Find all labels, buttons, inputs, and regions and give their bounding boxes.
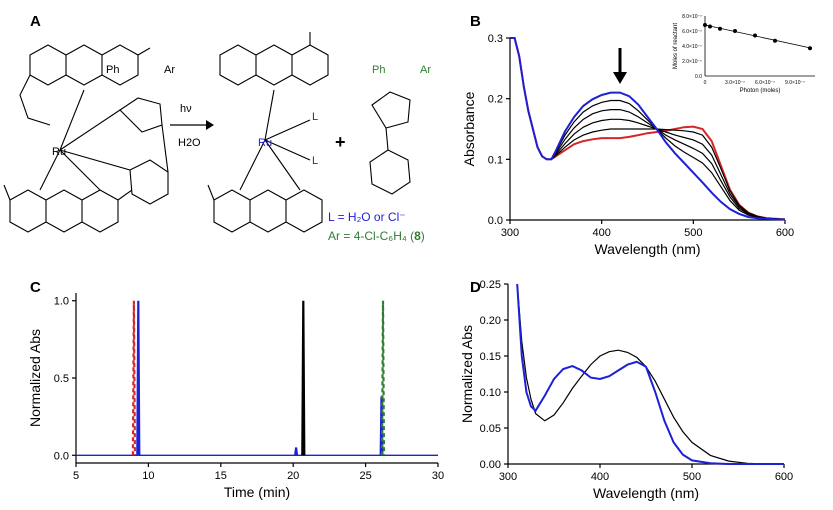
reaction-scheme: Ru Ph Ar hν H2O Ru L L + (3, 32, 431, 243)
series-line-0 (516, 283, 784, 465)
peak-2 (294, 447, 299, 456)
ph-left-label: Ph (106, 64, 119, 76)
ru-left-label: Ru (52, 146, 66, 158)
y-tick-label: 0.0 (54, 450, 69, 462)
inset-y-tick-label: 8.0×10⁻⁷ (682, 14, 702, 20)
plus-sign: + (335, 132, 346, 152)
chart-c: 5 10 15 20 25 30 0.0 0.5 1.0 Time (min) Normalized… (27, 293, 444, 500)
x-tick-label: 30 (432, 470, 444, 482)
inset-y-tick-label: 4.0×10⁻⁷ (682, 44, 702, 50)
x-tick-label: 400 (591, 471, 609, 483)
panel-label-d: D (470, 279, 481, 296)
legend-ar-close: ) (421, 229, 425, 243)
y-axis-label: Normalized Abs (459, 325, 475, 423)
x-tick-label: 600 (776, 227, 794, 239)
legend-ar-line: Ar = 4-Cl-C₆H₄ (8) (328, 229, 425, 243)
solvent-label: H2O (178, 137, 201, 149)
y-tick-label: 1.0 (54, 296, 69, 308)
inset-y-tick-label: 6.0×10⁻⁷ (682, 29, 702, 35)
inset-point (733, 29, 737, 33)
x-tick-label: 25 (359, 470, 371, 482)
inset-y-label: Moles of reactant (673, 23, 679, 69)
x-axis-label: Time (min) (224, 484, 290, 500)
y-tick-label: 0.15 (480, 351, 501, 363)
inset-y-tick-label: 2.0×10⁻⁷ (682, 59, 702, 65)
x-tick-label: 400 (592, 227, 610, 239)
series-line-5 (510, 37, 785, 221)
reaction-arrow (170, 120, 214, 130)
ar-right-label: Ar (420, 64, 431, 76)
legend-l-line: L = H₂O or Cl⁻ (328, 210, 406, 224)
reagent-label: hν (180, 103, 192, 115)
free-ligand (369, 91, 411, 195)
series-line-1 (510, 37, 786, 220)
inset-point (703, 23, 707, 27)
y-tick-label: 0.0 (488, 215, 503, 227)
peak-5 (380, 300, 386, 456)
panel-label-c: C (30, 279, 41, 296)
panel-label-a: A (30, 13, 41, 30)
x-tick-label: 300 (501, 227, 519, 239)
ru-right-label: Ru (258, 137, 272, 149)
ph-right-label: Ph (372, 64, 385, 76)
legend-ar-num: 8 (414, 229, 421, 243)
peak-3 (301, 300, 306, 456)
inset-fit-line (704, 24, 811, 49)
inset-x-tick-label: 9.0×10⁻⁷ (785, 80, 805, 86)
x-tick-label: 500 (684, 227, 702, 239)
x-tick-label: 20 (287, 470, 299, 482)
legend-l-text: H₂O or Cl⁻ (348, 210, 406, 224)
series-line-1 (516, 283, 784, 465)
y-tick-label: 0.1 (488, 154, 503, 166)
x-tick-label: 500 (683, 471, 701, 483)
inset-point (808, 46, 812, 51)
ar-left-label: Ar (164, 64, 175, 76)
x-tick-label: 10 (142, 470, 154, 482)
peak-0 (131, 300, 136, 456)
inset-point (753, 33, 757, 38)
legend-ar-text: 4-Cl-C₆H₄ ( (354, 229, 414, 243)
y-tick-label: 0.5 (54, 373, 69, 385)
y-tick-label: 0.00 (480, 459, 501, 471)
ligand-l2-label: L (312, 155, 318, 167)
inset-x-label: Photon (moles) (740, 88, 781, 94)
y-tick-label: 0.20 (480, 315, 501, 327)
peak-1 (136, 300, 141, 456)
x-tick-label: 600 (775, 471, 793, 483)
x-tick-label: 300 (499, 471, 517, 483)
x-axis-label: Wavelength (nm) (594, 241, 700, 257)
y-tick-label: 0.25 (480, 279, 501, 291)
reactant-complex (3, 44, 169, 233)
inset-point (773, 38, 777, 43)
x-axis-label: Wavelength (nm) (593, 485, 699, 501)
inset-point (718, 26, 722, 31)
y-axis-label: Absorbance (461, 91, 477, 166)
inset-point (708, 24, 712, 29)
inset-x-tick-label: 3.0×10⁻⁷ (725, 80, 745, 86)
ligand-l1-label: L (312, 111, 318, 123)
y-tick-label: 0.05 (480, 423, 501, 435)
chart-b: 300 400 500 600 0.0 0.1 0.2 0.3 Wavelength (nm) A… (461, 14, 815, 257)
inset-y-tick-label: 0.0 (695, 74, 702, 80)
inset-x-tick-label: 0 (704, 80, 707, 86)
down-arrow-head (613, 72, 627, 84)
x-tick-label: 15 (215, 470, 227, 482)
y-axis-label: Normalized Abs (27, 329, 43, 427)
inset-x-tick-label: 6.0×10⁻⁷ (755, 80, 775, 86)
legend-ar-prefix: Ar = (328, 229, 354, 243)
x-tick-label: 5 (73, 470, 79, 482)
y-tick-label: 0.2 (488, 94, 503, 106)
y-tick-label: 0.10 (480, 387, 501, 399)
y-tick-label: 0.3 (488, 33, 503, 45)
chart-d: 300 400 500 600 0.00 0.05 0.10 0.15 0.20 0.25 Wave… (459, 279, 793, 501)
legend-l-prefix: L = (328, 210, 348, 224)
product-complex (207, 32, 329, 233)
panel-label-b: B (470, 13, 481, 30)
